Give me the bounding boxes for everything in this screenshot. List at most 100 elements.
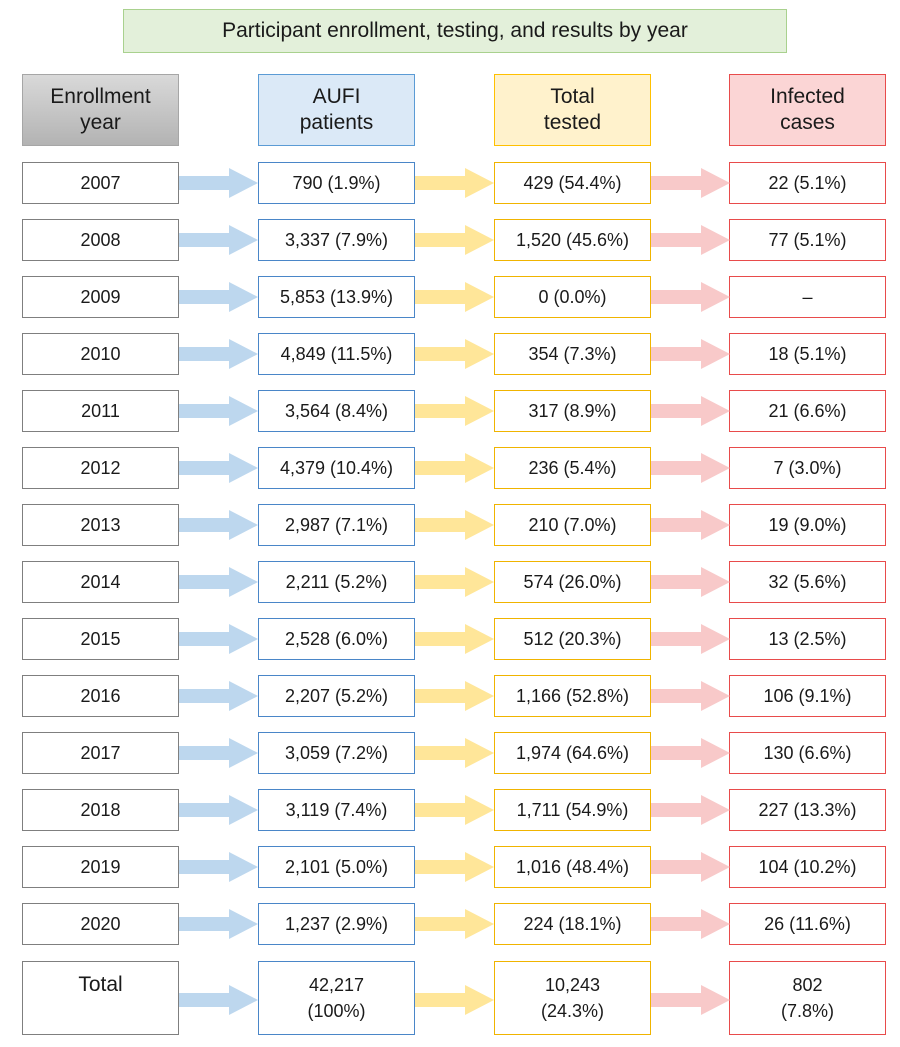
arrow-tested-to-infected: [651, 909, 730, 939]
arrow-year-to-aufi: [179, 681, 258, 711]
arrow-aufi-to-tested: [415, 738, 494, 768]
cell-tested: 224 (18.1%): [494, 903, 651, 945]
cell-year: 2015: [22, 618, 179, 660]
total-cell-year: Total: [22, 961, 179, 1035]
arrow-tested-to-infected: [651, 510, 730, 540]
arrow-aufi-to-tested: [415, 510, 494, 540]
cell-aufi: 790 (1.9%): [258, 162, 415, 204]
total-arrow-aufi-to-tested: [415, 985, 494, 1015]
cell-infected: 26 (11.6%): [729, 903, 886, 945]
header-total-tested: Total tested: [494, 74, 651, 146]
total-cell-infected: 802 (7.8%): [729, 961, 886, 1035]
total-arrow-year-to-aufi: [179, 985, 258, 1015]
cell-tested: 574 (26.0%): [494, 561, 651, 603]
cell-infected: 13 (2.5%): [729, 618, 886, 660]
cell-year: 2012: [22, 447, 179, 489]
total-cell-aufi: 42,217 (100%): [258, 961, 415, 1035]
arrow-year-to-aufi: [179, 453, 258, 483]
cell-aufi: 2,207 (5.2%): [258, 675, 415, 717]
header-enrollment-year: Enrollment year: [22, 74, 179, 146]
arrow-year-to-aufi: [179, 339, 258, 369]
cell-tested: 429 (54.4%): [494, 162, 651, 204]
total-cell-tested: 10,243 (24.3%): [494, 961, 651, 1035]
arrow-aufi-to-tested: [415, 681, 494, 711]
arrow-tested-to-infected: [651, 453, 730, 483]
cell-year: 2013: [22, 504, 179, 546]
arrow-tested-to-infected: [651, 852, 730, 882]
cell-aufi: 3,119 (7.4%): [258, 789, 415, 831]
arrow-tested-to-infected: [651, 339, 730, 369]
cell-tested: 1,520 (45.6%): [494, 219, 651, 261]
arrow-tested-to-infected: [651, 681, 730, 711]
arrow-aufi-to-tested: [415, 339, 494, 369]
cell-aufi: 5,853 (13.9%): [258, 276, 415, 318]
header-aufi-patients: AUFI patients: [258, 74, 415, 146]
cell-year: 2007: [22, 162, 179, 204]
cell-infected: 77 (5.1%): [729, 219, 886, 261]
cell-year: 2020: [22, 903, 179, 945]
arrow-year-to-aufi: [179, 795, 258, 825]
arrow-aufi-to-tested: [415, 168, 494, 198]
cell-tested: 236 (5.4%): [494, 447, 651, 489]
total-arrow-tested-to-infected: [651, 985, 730, 1015]
cell-infected: –: [729, 276, 886, 318]
cell-infected: 130 (6.6%): [729, 732, 886, 774]
cell-year: 2017: [22, 732, 179, 774]
cell-year: 2008: [22, 219, 179, 261]
cell-year: 2009: [22, 276, 179, 318]
arrow-tested-to-infected: [651, 795, 730, 825]
cell-aufi: 1,237 (2.9%): [258, 903, 415, 945]
cell-tested: 354 (7.3%): [494, 333, 651, 375]
arrow-aufi-to-tested: [415, 852, 494, 882]
arrow-aufi-to-tested: [415, 624, 494, 654]
cell-year: 2011: [22, 390, 179, 432]
cell-tested: 1,711 (54.9%): [494, 789, 651, 831]
cell-aufi: 3,059 (7.2%): [258, 732, 415, 774]
cell-infected: 227 (13.3%): [729, 789, 886, 831]
cell-infected: 106 (9.1%): [729, 675, 886, 717]
arrow-tested-to-infected: [651, 567, 730, 597]
cell-tested: 512 (20.3%): [494, 618, 651, 660]
cell-tested: 1,016 (48.4%): [494, 846, 651, 888]
cell-aufi: 4,379 (10.4%): [258, 447, 415, 489]
cell-aufi: 3,337 (7.9%): [258, 219, 415, 261]
cell-infected: 32 (5.6%): [729, 561, 886, 603]
cell-year: 2018: [22, 789, 179, 831]
cell-year: 2019: [22, 846, 179, 888]
arrow-aufi-to-tested: [415, 795, 494, 825]
arrow-year-to-aufi: [179, 738, 258, 768]
diagram-title: Participant enrollment, testing, and res…: [123, 9, 787, 53]
arrow-aufi-to-tested: [415, 396, 494, 426]
arrow-tested-to-infected: [651, 168, 730, 198]
arrow-year-to-aufi: [179, 282, 258, 312]
arrow-year-to-aufi: [179, 852, 258, 882]
arrow-tested-to-infected: [651, 738, 730, 768]
cell-infected: 18 (5.1%): [729, 333, 886, 375]
header-infected-cases: Infected cases: [729, 74, 886, 146]
arrow-year-to-aufi: [179, 624, 258, 654]
cell-tested: 1,166 (52.8%): [494, 675, 651, 717]
cell-tested: 210 (7.0%): [494, 504, 651, 546]
cell-aufi: 2,101 (5.0%): [258, 846, 415, 888]
arrow-tested-to-infected: [651, 282, 730, 312]
arrow-aufi-to-tested: [415, 453, 494, 483]
cell-infected: 19 (9.0%): [729, 504, 886, 546]
cell-year: 2010: [22, 333, 179, 375]
cell-infected: 104 (10.2%): [729, 846, 886, 888]
cell-tested: 0 (0.0%): [494, 276, 651, 318]
arrow-year-to-aufi: [179, 909, 258, 939]
arrow-aufi-to-tested: [415, 567, 494, 597]
arrow-year-to-aufi: [179, 396, 258, 426]
arrow-year-to-aufi: [179, 225, 258, 255]
cell-aufi: 4,849 (11.5%): [258, 333, 415, 375]
cell-infected: 21 (6.6%): [729, 390, 886, 432]
arrow-year-to-aufi: [179, 168, 258, 198]
cell-year: 2016: [22, 675, 179, 717]
arrow-tested-to-infected: [651, 396, 730, 426]
cell-year: 2014: [22, 561, 179, 603]
arrow-aufi-to-tested: [415, 909, 494, 939]
arrow-aufi-to-tested: [415, 225, 494, 255]
cell-infected: 7 (3.0%): [729, 447, 886, 489]
cell-aufi: 2,211 (5.2%): [258, 561, 415, 603]
arrow-tested-to-infected: [651, 225, 730, 255]
